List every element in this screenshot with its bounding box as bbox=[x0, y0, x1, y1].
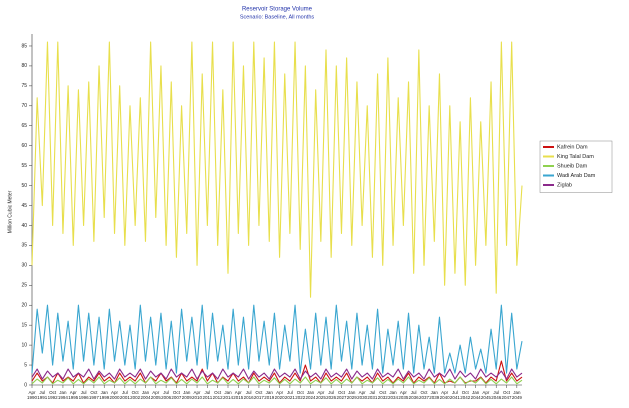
x-tick-label: Jul 1996 bbox=[78, 390, 89, 400]
series-line bbox=[31, 376, 523, 385]
x-tick-label: Apr 2045 bbox=[480, 390, 491, 400]
legend-label: Wadi Arab Dam bbox=[557, 173, 596, 179]
y-tick-label: 10 bbox=[21, 342, 27, 348]
x-tick-label: Apr 2040 bbox=[439, 390, 450, 400]
y-tick-label: 0 bbox=[24, 382, 27, 388]
x-tick-label: Jan 2049 bbox=[511, 390, 522, 400]
x-tick-label: Jan 2039 bbox=[429, 390, 440, 400]
legend-label: Ziglab bbox=[557, 182, 572, 188]
y-tick-label: 85 bbox=[21, 43, 27, 49]
x-tick-label: Oct 2002 bbox=[130, 390, 141, 400]
legend-label: King Talal Dam bbox=[557, 154, 594, 160]
x-tick-label: Oct 2017 bbox=[253, 390, 264, 400]
y-tick-label: 20 bbox=[21, 303, 27, 309]
y-tick-label: 50 bbox=[21, 183, 27, 189]
x-tick-label: Oct 2007 bbox=[171, 390, 182, 400]
x-tick-label: Apr 2030 bbox=[357, 390, 368, 400]
x-tick-label: Jul 2031 bbox=[367, 390, 378, 400]
y-axis-label: Million Cubic Meter bbox=[7, 190, 13, 233]
x-tick-label: Jul 2026 bbox=[326, 390, 337, 400]
y-tick-label: 15 bbox=[21, 323, 27, 329]
y-tick-label: 45 bbox=[21, 203, 27, 209]
legend-label: Shueib Dam bbox=[557, 163, 588, 169]
x-tick-label: Jan 2034 bbox=[388, 390, 399, 400]
x-tick-label: Jan 2019 bbox=[264, 390, 275, 400]
x-tick-label: Jul 2041 bbox=[449, 390, 460, 400]
x-tick-label: Oct 2012 bbox=[212, 390, 223, 400]
y-tick-label: 70 bbox=[21, 103, 27, 109]
x-tick-label: Apr 2015 bbox=[233, 390, 244, 400]
x-tick-label: Jan 2004 bbox=[140, 390, 151, 400]
x-tick-label: Apr 2010 bbox=[192, 390, 203, 400]
x-tick-label: Oct 2042 bbox=[460, 390, 471, 400]
x-tick-label: Jul 1991 bbox=[37, 390, 48, 400]
y-tick-label: 65 bbox=[21, 123, 27, 129]
y-tick-label: 75 bbox=[21, 83, 27, 89]
x-tick-label: Oct 2022 bbox=[295, 390, 306, 400]
x-tick-label: Jan 2009 bbox=[181, 390, 192, 400]
series-line bbox=[31, 41, 523, 298]
x-tick-label: Oct 1997 bbox=[88, 390, 99, 400]
x-tick-label: Jan 2029 bbox=[346, 390, 357, 400]
x-tick-label: Apr 2025 bbox=[315, 390, 326, 400]
x-tick-label: Oct 2037 bbox=[418, 390, 429, 400]
x-tick-label: Apr 1995 bbox=[68, 390, 79, 400]
y-tick-label: 5 bbox=[24, 362, 27, 368]
x-tick-label: Oct 2047 bbox=[501, 390, 512, 400]
x-tick-label: Jan 2014 bbox=[222, 390, 233, 400]
series-line bbox=[31, 368, 523, 380]
y-tick-label: 30 bbox=[21, 263, 27, 269]
series-line bbox=[31, 304, 523, 374]
x-tick-label: Jul 2006 bbox=[161, 390, 172, 400]
x-tick-label: Jul 2001 bbox=[119, 390, 130, 400]
y-tick-label: 60 bbox=[21, 143, 27, 149]
x-tick-label: Jul 2016 bbox=[243, 390, 254, 400]
x-tick-label: Jul 2046 bbox=[491, 390, 502, 400]
y-tick-label: 40 bbox=[21, 223, 27, 229]
x-tick-label: Jan 2044 bbox=[470, 390, 481, 400]
x-tick-label: Jul 2036 bbox=[408, 390, 419, 400]
x-tick-label: Oct 1992 bbox=[47, 390, 58, 400]
legend-label: Kafrein Dam bbox=[557, 144, 588, 150]
x-tick-label: Jul 2011 bbox=[202, 390, 213, 400]
x-tick-label: Apr 1990 bbox=[26, 390, 37, 400]
y-tick-label: 25 bbox=[21, 283, 27, 289]
x-tick-label: Oct 2032 bbox=[377, 390, 388, 400]
x-tick-label: Jan 1999 bbox=[99, 390, 110, 400]
x-tick-label: Jan 1994 bbox=[57, 390, 68, 400]
x-tick-label: Jul 2021 bbox=[284, 390, 295, 400]
chart-title: Reservoir Storage Volume bbox=[242, 7, 313, 13]
y-tick-label: 80 bbox=[21, 63, 27, 69]
x-tick-label: Oct 2027 bbox=[336, 390, 347, 400]
x-tick-label: Apr 2005 bbox=[150, 390, 161, 400]
x-tick-label: Apr 2020 bbox=[274, 390, 285, 400]
y-tick-label: 35 bbox=[21, 243, 27, 249]
x-tick-label: Jan 2024 bbox=[305, 390, 316, 400]
x-tick-label: Apr 2000 bbox=[109, 390, 120, 400]
chart-subtitle: Scenario: Baseline, All months bbox=[240, 14, 315, 20]
y-tick-label: 55 bbox=[21, 163, 27, 169]
x-tick-label: Apr 2035 bbox=[398, 390, 409, 400]
